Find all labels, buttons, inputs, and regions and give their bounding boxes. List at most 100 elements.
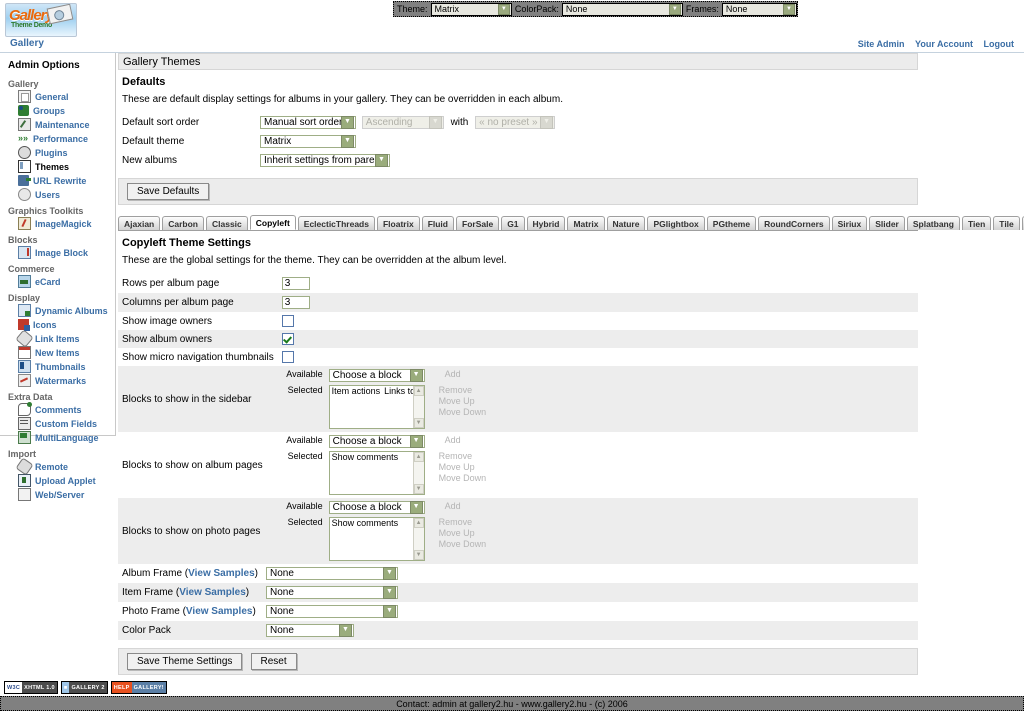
sidebar-item-new-items[interactable]: New Items: [0, 346, 115, 360]
tab-floatrix[interactable]: Floatrix: [376, 216, 420, 230]
cols-per-page-input[interactable]: 3: [281, 296, 310, 309]
sidebar-item-thumbnails[interactable]: Thumbnails: [0, 360, 115, 374]
sidebar-item-dynamic-albums[interactable]: Dynamic Albums: [0, 304, 115, 318]
list-item[interactable]: Item actions: [331, 386, 381, 396]
theme-select[interactable]: Matrix ▼: [430, 2, 512, 16]
move-up-button[interactable]: Move Up: [438, 462, 475, 472]
list-item[interactable]: Show comments: [331, 518, 399, 528]
available-block-select[interactable]: Choose a block ▼: [328, 501, 425, 514]
view-samples-link[interactable]: View Samples: [179, 587, 246, 598]
sidebar-item-imagemagick[interactable]: ImageMagick: [0, 217, 115, 231]
tab-eclecticthreads[interactable]: EclecticThreads: [297, 216, 375, 230]
sidebar-item-upload-applet[interactable]: Upload Applet: [0, 474, 115, 488]
show-micro-nav-checkbox[interactable]: [281, 351, 294, 363]
scroll-down-icon[interactable]: ▼: [413, 550, 424, 560]
scroll-up-icon[interactable]: ▲: [413, 386, 424, 396]
colorpack-select[interactable]: None ▼: [561, 2, 683, 16]
tab-siriux[interactable]: Siriux: [831, 216, 868, 230]
default-theme-select[interactable]: Matrix ▼: [260, 135, 356, 148]
tab-matrix[interactable]: Matrix: [567, 216, 605, 230]
available-block-select[interactable]: Choose a block ▼: [328, 369, 425, 382]
frame-select[interactable]: None ▼: [266, 586, 398, 599]
link-site-admin[interactable]: Site Admin: [857, 39, 905, 49]
tab-tien[interactable]: Tien: [961, 216, 992, 230]
rows-per-page-input[interactable]: 3: [281, 277, 310, 290]
sidebar-item-icons[interactable]: Icons: [0, 318, 115, 332]
gallery-logo[interactable]: Gallery Theme Demo: [5, 3, 77, 37]
view-samples-link[interactable]: View Samples: [185, 606, 253, 617]
frame-select[interactable]: None ▼: [266, 605, 398, 618]
tab-pglightbox[interactable]: PGlightbox: [647, 216, 705, 230]
sidebar-item-ecard[interactable]: eCard: [0, 275, 115, 289]
sidebar-item-maintenance[interactable]: Maintenance: [0, 118, 115, 132]
move-up-button[interactable]: Move Up: [438, 528, 475, 538]
help-gallery-badge[interactable]: HELP GALLERY!: [110, 681, 167, 694]
sidebar-item-image-block[interactable]: Image Block: [0, 246, 115, 260]
sidebar-item-performance[interactable]: »» Performance: [0, 132, 115, 146]
tab-ajaxian[interactable]: Ajaxian: [118, 216, 161, 230]
tab-pgtheme[interactable]: PGtheme: [706, 216, 757, 230]
tab-forsale[interactable]: ForSale: [456, 216, 500, 230]
save-defaults-button[interactable]: Save Defaults: [127, 183, 210, 200]
sidebar-item-plugins[interactable]: Plugins: [0, 146, 115, 160]
tab-tile[interactable]: Tile: [993, 216, 1020, 230]
available-block-select[interactable]: Choose a block ▼: [328, 435, 425, 448]
remove-block-button[interactable]: Remove: [438, 451, 473, 461]
tab-slider[interactable]: Slider: [869, 216, 905, 230]
scroll-up-icon[interactable]: ▲: [413, 452, 424, 462]
save-theme-settings-button[interactable]: Save Theme Settings: [127, 653, 243, 670]
scroll-down-icon[interactable]: ▼: [413, 418, 424, 428]
default-sort-order-select[interactable]: Manual sort order ▼: [260, 116, 356, 129]
tab-splatbang[interactable]: Splatbang: [906, 216, 960, 230]
scroll-down-icon[interactable]: ▼: [413, 484, 424, 494]
link-logout[interactable]: Logout: [983, 39, 1015, 49]
tab-wordpressembedded[interactable]: WordpressEmbedded: [1021, 216, 1024, 230]
sidebar-item-groups[interactable]: Groups: [0, 104, 115, 118]
move-down-button[interactable]: Move Down: [438, 539, 487, 549]
listbox-scrollbar[interactable]: ▲ ▼: [412, 452, 424, 494]
add-block-button[interactable]: Add: [444, 369, 461, 379]
show-album-owners-checkbox[interactable]: [281, 333, 294, 345]
color-pack-select[interactable]: None ▼: [266, 624, 354, 637]
reset-button[interactable]: Reset: [250, 653, 297, 670]
selected-blocks-listbox[interactable]: Show comments ▲ ▼: [328, 517, 425, 561]
scroll-up-icon[interactable]: ▲: [413, 518, 424, 528]
listbox-scrollbar[interactable]: ▲ ▼: [412, 518, 424, 560]
add-block-button[interactable]: Add: [444, 435, 461, 445]
show-image-owners-checkbox[interactable]: [281, 315, 294, 327]
tab-copyleft[interactable]: Copyleft: [249, 215, 296, 230]
link-your-account[interactable]: Your Account: [914, 39, 973, 49]
new-albums-select[interactable]: Inherit settings from parent album ▼: [260, 154, 390, 167]
sidebar-item-watermarks[interactable]: Watermarks: [0, 374, 115, 388]
sidebar-item-users[interactable]: Users: [0, 188, 115, 202]
sidebar-item-remote[interactable]: Remote: [0, 457, 115, 476]
add-block-button[interactable]: Add: [444, 501, 461, 511]
frame-select[interactable]: None ▼: [266, 567, 398, 580]
sidebar-item-custom-fields[interactable]: Custom Fields: [0, 417, 115, 431]
sort-direction-select[interactable]: Ascending ▼: [361, 116, 444, 129]
tab-classic[interactable]: Classic: [206, 216, 248, 230]
sidebar-item-general[interactable]: General: [0, 90, 115, 104]
remove-block-button[interactable]: Remove: [438, 385, 473, 395]
selected-blocks-listbox[interactable]: Show comments ▲ ▼: [328, 451, 425, 495]
sidebar-item-themes[interactable]: Themes: [0, 160, 115, 174]
tab-hybrid[interactable]: Hybrid: [526, 216, 566, 230]
frames-select[interactable]: None ▼: [721, 2, 797, 16]
gallery2-badge[interactable]: ■ GALLERY 2: [60, 681, 108, 694]
sort-preset-select[interactable]: « no preset » ▼: [475, 116, 556, 129]
list-item[interactable]: Links to album/photo peers: [384, 386, 423, 396]
list-item[interactable]: Show comments: [331, 452, 399, 462]
tab-roundcorners[interactable]: RoundCorners: [758, 216, 830, 230]
sidebar-item-multilanguage[interactable]: MultiLanguage: [0, 431, 115, 445]
view-samples-link[interactable]: View Samples: [188, 568, 255, 579]
tab-nature[interactable]: Nature: [606, 216, 646, 230]
sidebar-item-link-items[interactable]: Link Items: [0, 329, 115, 348]
tab-g1[interactable]: G1: [501, 216, 525, 230]
sidebar-item-comments[interactable]: Comments: [0, 402, 115, 417]
tab-carbon[interactable]: Carbon: [162, 216, 204, 230]
move-down-button[interactable]: Move Down: [438, 407, 487, 417]
remove-block-button[interactable]: Remove: [438, 517, 473, 527]
listbox-scrollbar[interactable]: ▲ ▼: [412, 386, 424, 428]
w3c-xhtml-badge[interactable]: W3C XHTML 1.0: [4, 681, 58, 694]
